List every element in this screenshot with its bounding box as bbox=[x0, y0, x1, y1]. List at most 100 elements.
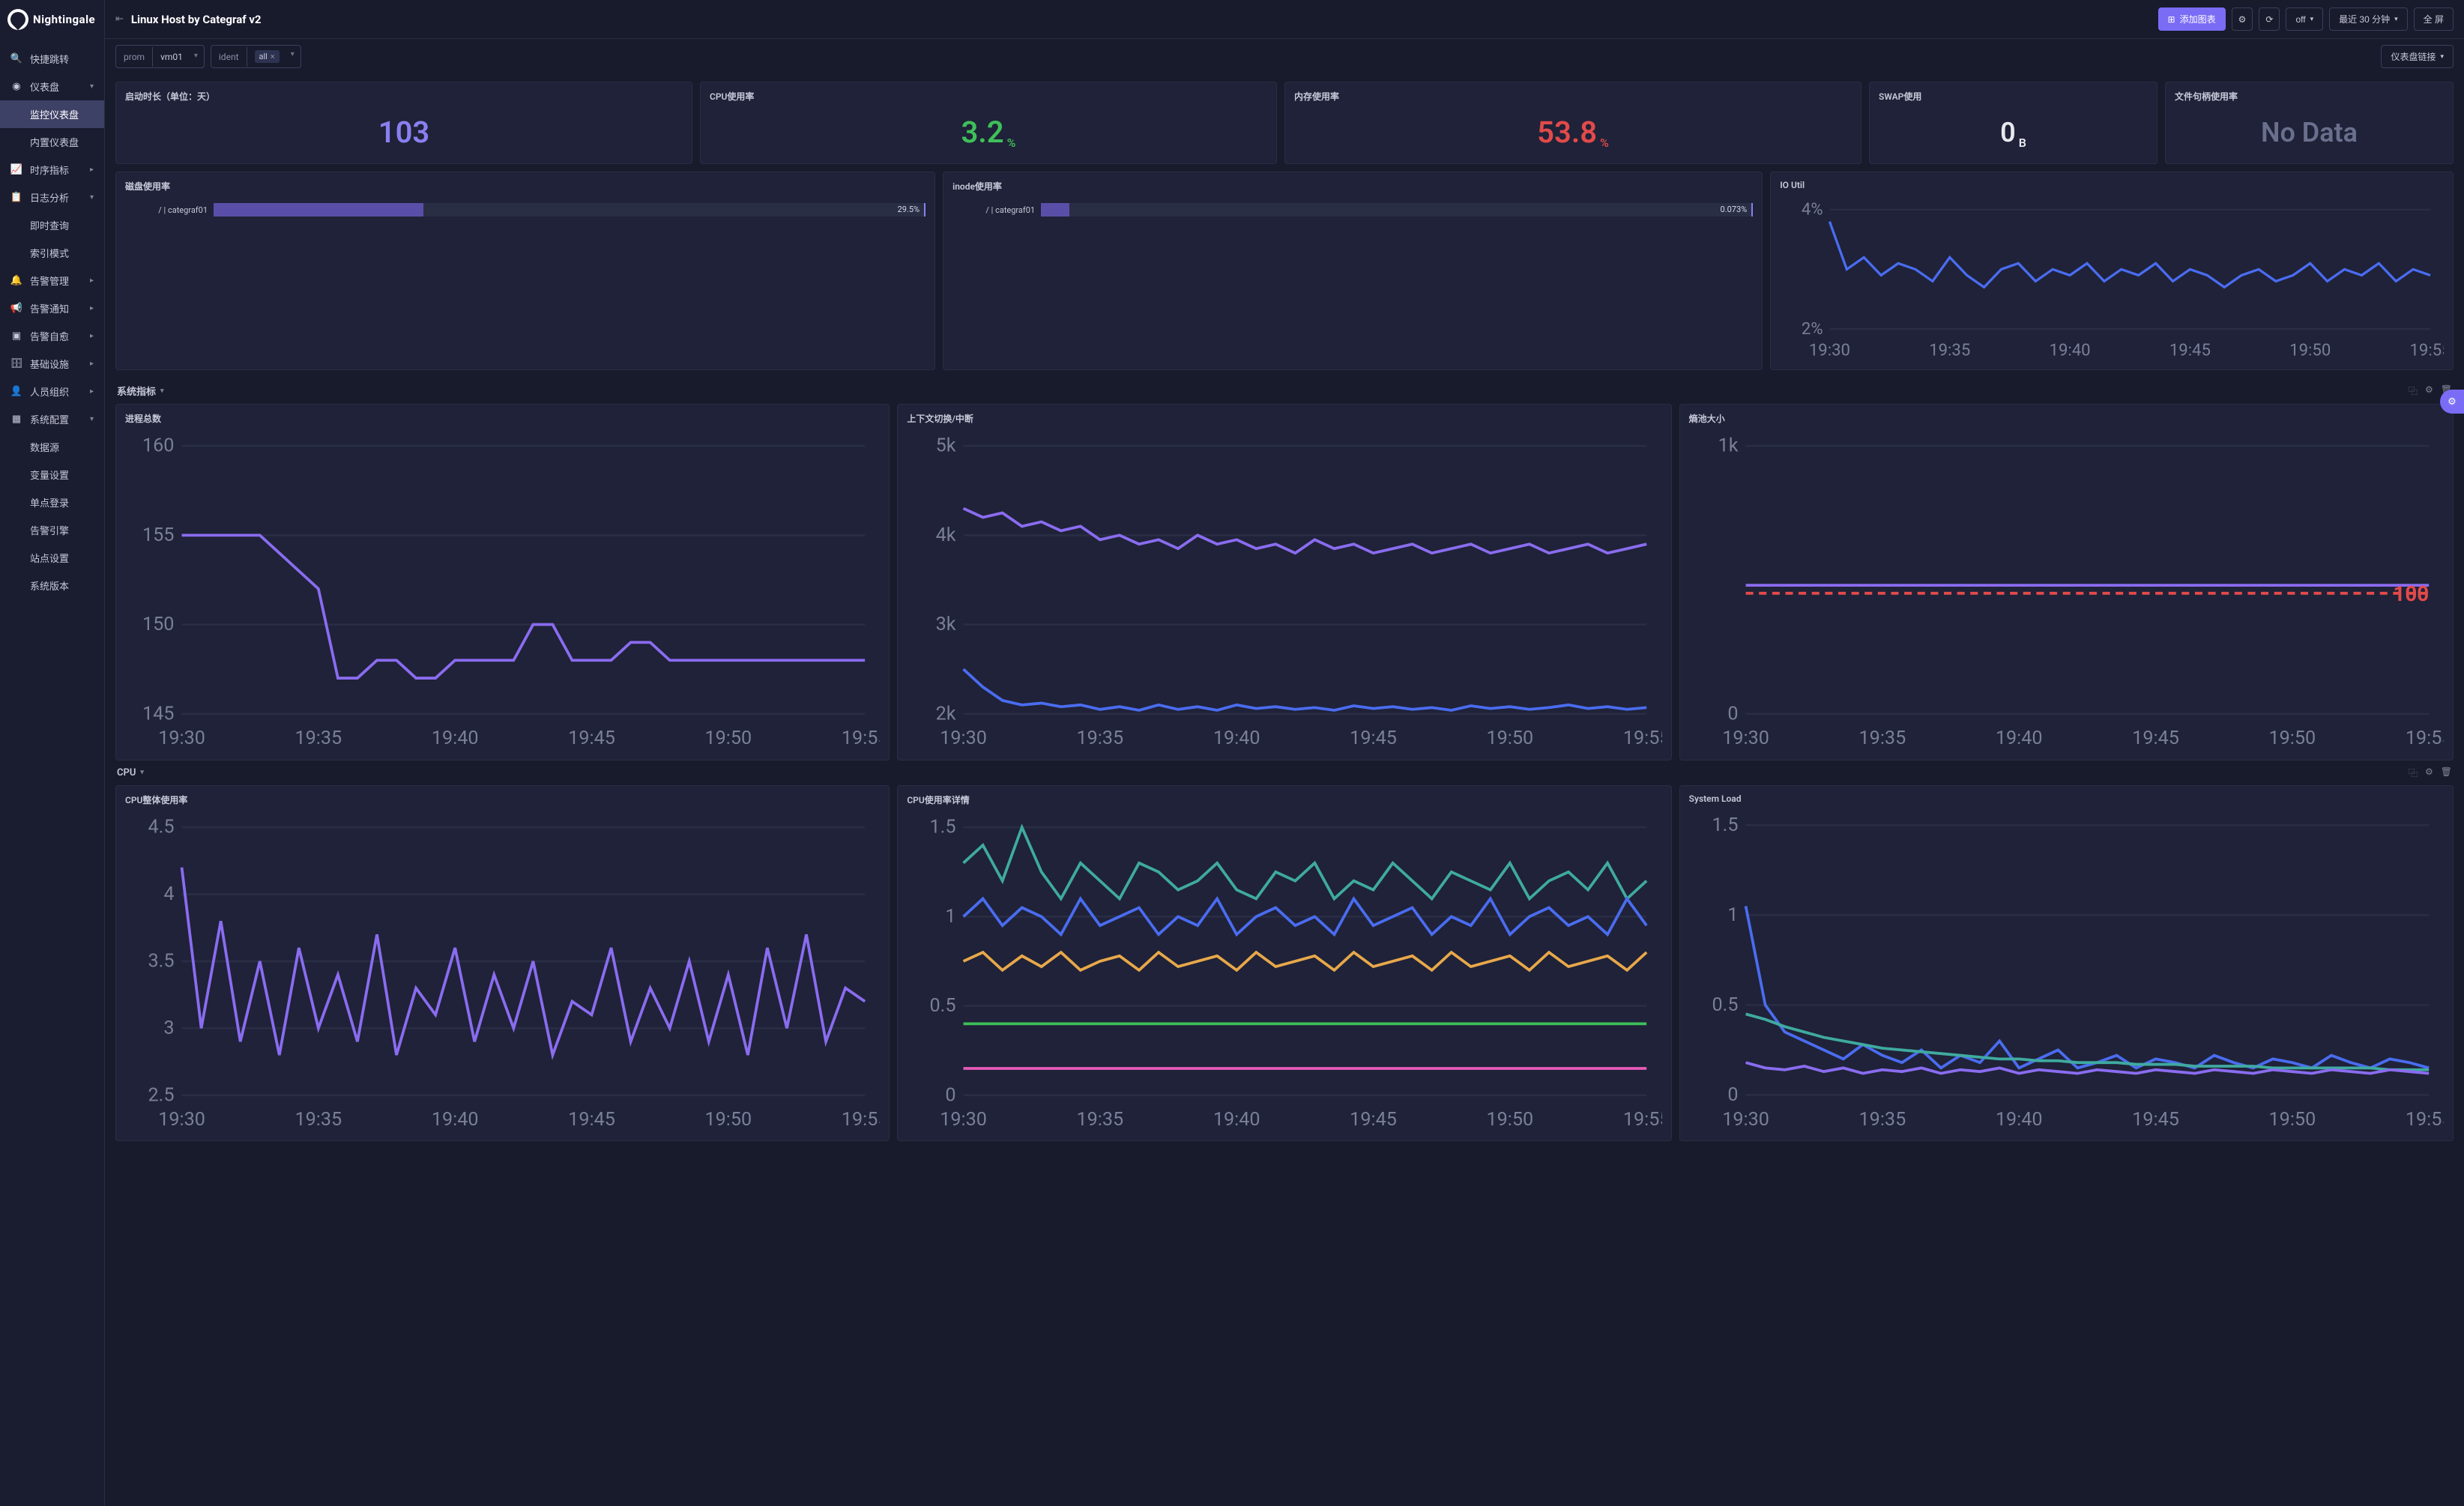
svg-text:19:55: 19:55 bbox=[1623, 728, 1661, 749]
gear-icon[interactable]: ⚙ bbox=[2425, 384, 2433, 397]
filter-select[interactable]: promvm01 bbox=[115, 45, 205, 68]
sidebar-item[interactable]: 即时查询 bbox=[0, 211, 104, 239]
stat-unit: % bbox=[1600, 136, 1609, 150]
trash-icon[interactable]: 🗑 bbox=[2441, 766, 2452, 779]
sidebar-item[interactable]: 数据源 bbox=[0, 433, 104, 461]
refresh-button[interactable]: ⟳ bbox=[2259, 7, 2280, 31]
panel-title: CPU使用率 bbox=[710, 90, 1267, 103]
panel-title: 上下文切换/中断 bbox=[907, 412, 1661, 425]
svg-text:19:50: 19:50 bbox=[705, 1109, 752, 1131]
sidebar-item[interactable]: 📢告警通知▸ bbox=[0, 294, 104, 322]
chart: 2.533.544.519:3019:3519:4019:4519:5019:5… bbox=[125, 812, 880, 1133]
brand-name: Nightingale bbox=[33, 13, 95, 26]
nav-label: 系统配置 bbox=[30, 412, 69, 426]
auto-refresh-value: off bbox=[2295, 14, 2305, 25]
svg-text:19:40: 19:40 bbox=[1213, 728, 1260, 749]
logo[interactable]: Nightingale bbox=[0, 0, 104, 39]
sidebar-item[interactable]: 🔍快捷跳转 bbox=[0, 45, 104, 73]
chart-panel: System Load00.511.519:3019:3519:4019:451… bbox=[1679, 785, 2454, 1141]
svg-text:19:55: 19:55 bbox=[842, 1109, 880, 1131]
svg-text:19:45: 19:45 bbox=[1350, 1109, 1398, 1131]
sidebar-item[interactable]: 📈时序指标▸ bbox=[0, 156, 104, 184]
sidebar-item[interactable]: 索引模式 bbox=[0, 239, 104, 267]
chart: 2k3k4k5k19:3019:3519:4019:4519:5019:55 bbox=[907, 431, 1661, 752]
add-chart-label: 添加图表 bbox=[2180, 13, 2216, 25]
sidebar-item[interactable]: 单点登录 bbox=[0, 489, 104, 516]
svg-text:19:45: 19:45 bbox=[2132, 728, 2179, 749]
sidebar-item[interactable]: 站点设置 bbox=[0, 544, 104, 572]
sidebar-item[interactable]: 🔔告警管理▸ bbox=[0, 267, 104, 294]
sidebar-item[interactable]: 👤人员组织▸ bbox=[0, 378, 104, 405]
chart-panel: CPU整体使用率2.533.544.519:3019:3519:4019:451… bbox=[115, 785, 890, 1141]
collapse-icon[interactable]: ⇤ bbox=[115, 13, 124, 25]
add-chart-button[interactable]: ⊞ 添加图表 bbox=[2158, 7, 2226, 31]
filter-tag[interactable]: all× bbox=[255, 50, 280, 63]
svg-text:19:35: 19:35 bbox=[1929, 341, 1970, 360]
svg-text:19:35: 19:35 bbox=[1077, 1109, 1124, 1131]
nav-label: 告警通知 bbox=[30, 301, 69, 315]
svg-text:3.5: 3.5 bbox=[148, 950, 175, 972]
nav-label: 变量设置 bbox=[30, 468, 69, 482]
nav-label: 基础设施 bbox=[30, 357, 69, 371]
stat-unit: B bbox=[2019, 136, 2026, 150]
io-util-panel: IO Util2%4%19:3019:3519:4019:4519:5019:5… bbox=[1770, 172, 2454, 370]
dashboard-link-label: 仪表盘链接 bbox=[2391, 50, 2436, 63]
panel-title: 内存使用率 bbox=[1294, 90, 1852, 103]
settings-button[interactable]: ⚙ bbox=[2232, 7, 2253, 31]
svg-text:1k: 1k bbox=[1718, 435, 1738, 457]
gear-icon: ⚙ bbox=[2238, 14, 2247, 25]
svg-text:19:30: 19:30 bbox=[940, 728, 988, 749]
svg-text:145: 145 bbox=[142, 704, 174, 725]
bar-value: 0.073% bbox=[1721, 205, 1748, 214]
sidebar-item[interactable]: ▣告警自愈▸ bbox=[0, 322, 104, 350]
bar-fill bbox=[1041, 203, 1069, 217]
panel-title: CPU使用率详情 bbox=[907, 793, 1661, 806]
fab-button[interactable]: ⚙ bbox=[2440, 390, 2464, 414]
bar-panel: inode使用率 / | categraf01 0.073% bbox=[943, 172, 1763, 370]
sidebar-item[interactable]: 📋日志分析▾ bbox=[0, 184, 104, 211]
bar-track: 0.073% bbox=[1041, 203, 1753, 217]
svg-text:0: 0 bbox=[1727, 704, 1738, 725]
sidebar-item[interactable]: 系统版本 bbox=[0, 572, 104, 599]
nav-label: 数据源 bbox=[30, 440, 59, 454]
auto-refresh-select[interactable]: off ▾ bbox=[2286, 7, 2323, 31]
sidebar-item[interactable]: ▦系统配置▾ bbox=[0, 405, 104, 433]
svg-text:5k: 5k bbox=[936, 435, 956, 457]
bar-label: / | categraf01 bbox=[952, 205, 1035, 215]
svg-text:2.5: 2.5 bbox=[148, 1084, 175, 1106]
sidebar-item[interactable]: 🗄基础设施▸ bbox=[0, 350, 104, 378]
bar-panel: 磁盘使用率 / | categraf01 29.5% bbox=[115, 172, 935, 370]
section-title[interactable]: CPU bbox=[117, 767, 144, 778]
dashboard-link-select[interactable]: 仪表盘链接 ▾ bbox=[2381, 45, 2454, 68]
panel-title: 进程总数 bbox=[125, 412, 880, 425]
chart-panel: 上下文切换/中断2k3k4k5k19:3019:3519:4019:4519:5… bbox=[897, 404, 1671, 760]
bar-row: / | categraf01 0.073% bbox=[952, 203, 1753, 217]
sidebar-item[interactable]: 告警引擎 bbox=[0, 516, 104, 544]
filter-select[interactable]: identall× bbox=[211, 45, 301, 68]
stat-value: 53.8% bbox=[1294, 109, 1852, 156]
svg-text:1: 1 bbox=[946, 905, 956, 927]
bar-label: / | categraf01 bbox=[125, 205, 208, 215]
copy-icon[interactable]: ⿻ bbox=[2409, 384, 2418, 397]
stat-unit: % bbox=[1007, 136, 1016, 150]
section-title[interactable]: 系统指标 bbox=[117, 384, 164, 398]
copy-icon[interactable]: ⿻ bbox=[2409, 766, 2418, 779]
fullscreen-button[interactable]: 全 屏 bbox=[2414, 7, 2454, 31]
no-data-text: No Data bbox=[2175, 109, 2444, 156]
svg-text:19:45: 19:45 bbox=[2169, 341, 2211, 360]
svg-text:1: 1 bbox=[1727, 904, 1738, 925]
gear-icon[interactable]: ⚙ bbox=[2425, 766, 2433, 779]
svg-text:19:40: 19:40 bbox=[432, 728, 479, 749]
io-util-chart: 2%4%19:3019:3519:4019:4519:5019:55 bbox=[1780, 196, 2444, 362]
sidebar-item[interactable]: 变量设置 bbox=[0, 461, 104, 489]
nav-label: 告警自愈 bbox=[30, 329, 69, 343]
time-range-select[interactable]: 最近 30 分钟 ▾ bbox=[2329, 7, 2408, 31]
svg-text:0: 0 bbox=[1727, 1083, 1738, 1105]
chevron-right-icon: ▸ bbox=[90, 304, 94, 312]
close-icon[interactable]: × bbox=[271, 52, 275, 61]
svg-text:19:45: 19:45 bbox=[568, 728, 615, 749]
sidebar-item[interactable]: 内置仪表盘 bbox=[0, 128, 104, 156]
svg-text:19:30: 19:30 bbox=[158, 1109, 205, 1131]
sidebar-item[interactable]: ◉仪表盘▾ bbox=[0, 73, 104, 100]
sidebar-item[interactable]: 监控仪表盘 bbox=[0, 100, 104, 128]
